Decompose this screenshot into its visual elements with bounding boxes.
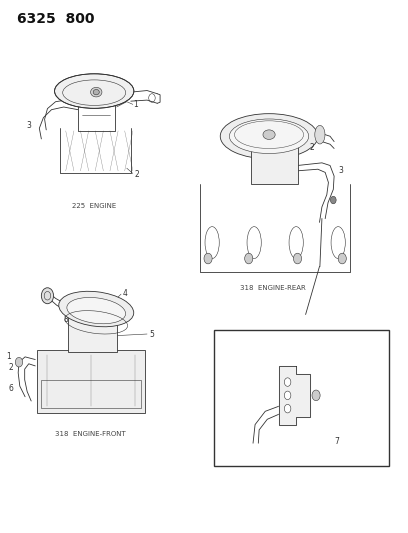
Circle shape [284, 378, 291, 386]
Text: 2: 2 [310, 143, 315, 152]
Ellipse shape [55, 74, 134, 108]
Text: 225  ENGINE: 225 ENGINE [72, 203, 116, 209]
Circle shape [338, 253, 346, 264]
Ellipse shape [91, 87, 102, 97]
Ellipse shape [315, 125, 325, 144]
FancyBboxPatch shape [68, 310, 117, 352]
Circle shape [284, 405, 291, 413]
Circle shape [204, 253, 212, 264]
Text: 8: 8 [63, 315, 68, 324]
Text: 4: 4 [123, 288, 128, 297]
Circle shape [293, 253, 302, 264]
Text: 1: 1 [6, 352, 11, 361]
Text: 7: 7 [334, 438, 339, 447]
FancyBboxPatch shape [251, 136, 297, 184]
Circle shape [312, 390, 320, 401]
Circle shape [16, 358, 23, 367]
Circle shape [284, 391, 291, 400]
Ellipse shape [220, 114, 318, 159]
Circle shape [41, 288, 53, 304]
Text: 6: 6 [8, 384, 13, 393]
Ellipse shape [93, 90, 99, 95]
Text: 6325  800: 6325 800 [17, 12, 95, 27]
Ellipse shape [67, 297, 126, 324]
Text: 3: 3 [338, 166, 343, 175]
Text: 1: 1 [257, 137, 262, 146]
Ellipse shape [263, 130, 275, 140]
Text: 318  ENGINE-FRONT: 318 ENGINE-FRONT [55, 431, 126, 437]
Text: 2: 2 [134, 170, 139, 179]
Bar [214, 330, 389, 466]
Text: 1: 1 [134, 100, 138, 109]
FancyBboxPatch shape [37, 350, 145, 413]
Ellipse shape [59, 292, 134, 327]
Polygon shape [279, 366, 310, 425]
Text: 5: 5 [149, 329, 154, 338]
Text: 318  ENGINE-REAR: 318 ENGINE-REAR [240, 285, 306, 291]
Circle shape [330, 196, 336, 204]
Text: 3: 3 [26, 121, 31, 130]
Text: 2: 2 [8, 363, 13, 372]
Circle shape [245, 253, 253, 264]
Ellipse shape [229, 119, 309, 154]
